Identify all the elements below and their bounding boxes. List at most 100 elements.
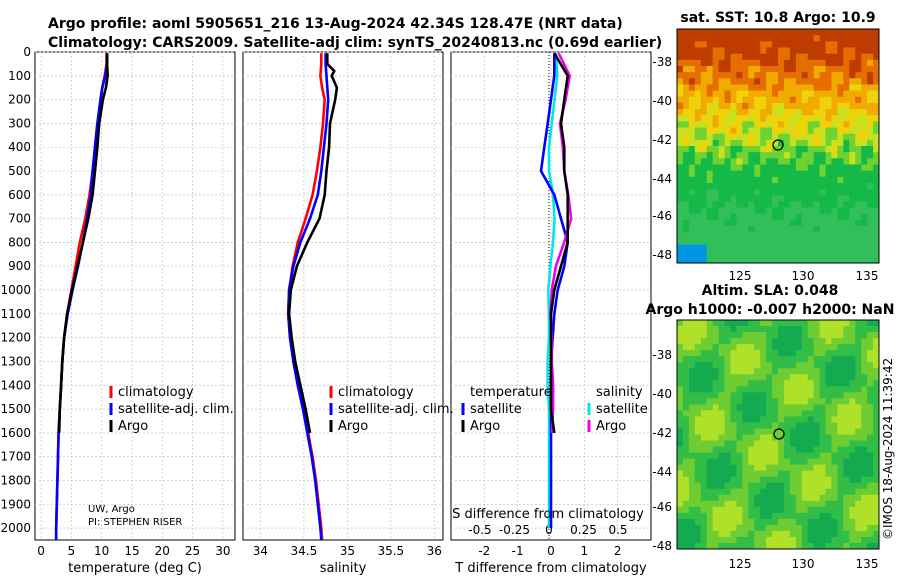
title-line-1: Argo profile: aoml 5905651_216 13-Aug-20…: [48, 16, 623, 32]
x-tick-label: 34: [253, 544, 268, 558]
gridlines: [35, 51, 651, 540]
map-y-tick-label: -42: [652, 426, 672, 440]
depth-tick-label: 300: [8, 116, 31, 130]
temperature-panel: [34, 51, 236, 541]
x-tick-label: 15: [124, 544, 139, 558]
map-x-tick-label: 125: [729, 269, 752, 283]
imos-timestamp: ©IMOS 18-Aug-2024 11:39:42: [881, 358, 895, 540]
sla-map-ticks: 125 130 135 -38 -40 -42 -44 -46 -48: [652, 348, 878, 571]
x-tick-label: 35: [340, 544, 355, 558]
salinity-legend: climatology satellite-adj. clim. Argo: [329, 385, 454, 434]
t-difference-axis-label: T difference from climatology: [454, 561, 647, 576]
profile-line-s-satellite: [546, 53, 559, 529]
s-diff-tick-label: 0: [545, 523, 553, 537]
map-x-tick-label: 130: [792, 269, 815, 283]
sst-argo-marker: [772, 139, 784, 151]
map-y-tick-label: -44: [652, 172, 672, 186]
sla-map-title-1: Altim. SLA: 0.048: [702, 283, 839, 299]
s-diff-tick-label: -0.5: [468, 523, 491, 537]
sst-map-frame: [676, 28, 880, 264]
legend-t-satellite: satellite: [470, 402, 522, 417]
data-lines: [54, 52, 573, 541]
depth-tick-label: 1500: [0, 402, 31, 416]
x-tick-label: 2: [614, 544, 622, 558]
legend-satellite-adj: satellite-adj. clim.: [118, 402, 234, 417]
profile-line-argo: [57, 53, 109, 433]
profile-line-t-argo: [549, 52, 570, 434]
temperature-legend: climatology satellite-adj. clim. Argo: [109, 385, 234, 434]
map-y-tick-label: -42: [652, 133, 672, 147]
depth-tick-label: 1700: [0, 450, 31, 464]
s-diff-tick-label: 0.25: [570, 523, 597, 537]
map-y-tick-label: -48: [652, 248, 672, 262]
map-y-tick-label: -48: [652, 539, 672, 553]
map-y-tick-label: -40: [652, 387, 672, 401]
legend-s-argo: Argo: [596, 419, 626, 434]
depth-tick-label: 500: [8, 164, 31, 178]
map-x-tick-label: 135: [856, 269, 879, 283]
legend-climatology: climatology: [118, 385, 194, 400]
salinity-panel: [242, 51, 444, 541]
x-tick-label: -2: [478, 544, 490, 558]
legend-salinity-title: salinity: [596, 385, 643, 400]
map-y-tick-label: -38: [652, 348, 672, 362]
map-y-tick-label: -46: [652, 500, 672, 514]
legend-satellite-adj: satellite-adj. clim.: [338, 402, 454, 417]
s-difference-axis-label: S difference from climatology: [452, 507, 644, 522]
map-x-tick-label: 125: [729, 557, 752, 571]
legend-climatology: climatology: [338, 385, 414, 400]
depth-tick-label: 600: [8, 188, 31, 202]
s-diff-tick-label: 0.5: [608, 523, 627, 537]
depth-tick-label: 100: [8, 69, 31, 83]
depth-tick-label: 1600: [0, 426, 31, 440]
depth-tick-label: 1900: [0, 497, 31, 511]
legend-t-argo: Argo: [470, 419, 500, 434]
profile-line-argo: [287, 53, 339, 434]
x-tick-label: 25: [185, 544, 200, 558]
depth-tick-label: 1000: [0, 283, 31, 297]
depth-tick-labels: 0 100 200 300 400 500 600 700 800 900 1000 1100 1200…: [0, 45, 31, 535]
depth-tick-label: 700: [8, 212, 31, 226]
legend-argo: Argo: [118, 419, 148, 434]
map-x-tick-label: 130: [792, 557, 815, 571]
sla-map: [677, 320, 880, 550]
depth-tick-label: 0: [23, 45, 31, 59]
s-diff-tick-label: -0.25: [499, 523, 530, 537]
map-y-tick-label: -38: [652, 55, 672, 69]
depth-tick-label: 200: [8, 93, 31, 107]
x-tick-label: -1: [512, 544, 524, 558]
depth-tick-label: 400: [8, 140, 31, 154]
x-tick-label: 0: [547, 544, 555, 558]
sla-argo-marker: [773, 428, 785, 440]
x-tick-label: 20: [155, 544, 170, 558]
x-tick-label: 30: [215, 544, 230, 558]
x-tick-labels: 0 5 10 15 20 25 30 34 34.5 35 35.5 36 -2 -1 0 1 2 -0.5 -0.…: [37, 523, 627, 558]
sst-map-ticks: 125 130 135 -38 -40 -42 -44 -46 -48: [652, 55, 878, 283]
legend-argo: Argo: [338, 419, 368, 434]
map-y-tick-label: -40: [652, 94, 672, 108]
depth-tick-label: 1800: [0, 473, 31, 487]
depth-tick-label: 1200: [0, 331, 31, 345]
sla-map-frame: [676, 319, 880, 550]
sst-map: [677, 29, 880, 264]
credit-line-2: PI: STEPHEN RISER: [88, 517, 182, 528]
difference-legend: temperature satellite Argo salinity sate…: [461, 385, 648, 434]
profile-line-satellite-adj-clim-: [286, 53, 330, 541]
depth-tick-label: 800: [8, 235, 31, 249]
sla-map-title-2: Argo h1000: -0.007 h2000: NaN: [646, 302, 895, 318]
legend-temperature-title: temperature: [470, 385, 552, 400]
depth-tick-label: 900: [8, 259, 31, 273]
depth-tick-label: 1100: [0, 307, 31, 321]
x-tick-label: 5: [68, 544, 76, 558]
depth-tick-label: 1300: [0, 354, 31, 368]
sst-map-title: sat. SST: 10.8 Argo: 10.9: [680, 10, 875, 26]
x-tick-label: 1: [581, 544, 589, 558]
legend-s-satellite: satellite: [596, 402, 648, 417]
x-tick-label: 35.5: [377, 544, 404, 558]
credit-line-1: UW, Argo: [88, 504, 135, 515]
map-y-tick-label: -44: [652, 465, 672, 479]
map-y-tick-label: -46: [652, 209, 672, 223]
depth-tick-label: 1400: [0, 378, 31, 392]
salinity-axis-label: salinity: [320, 561, 367, 576]
